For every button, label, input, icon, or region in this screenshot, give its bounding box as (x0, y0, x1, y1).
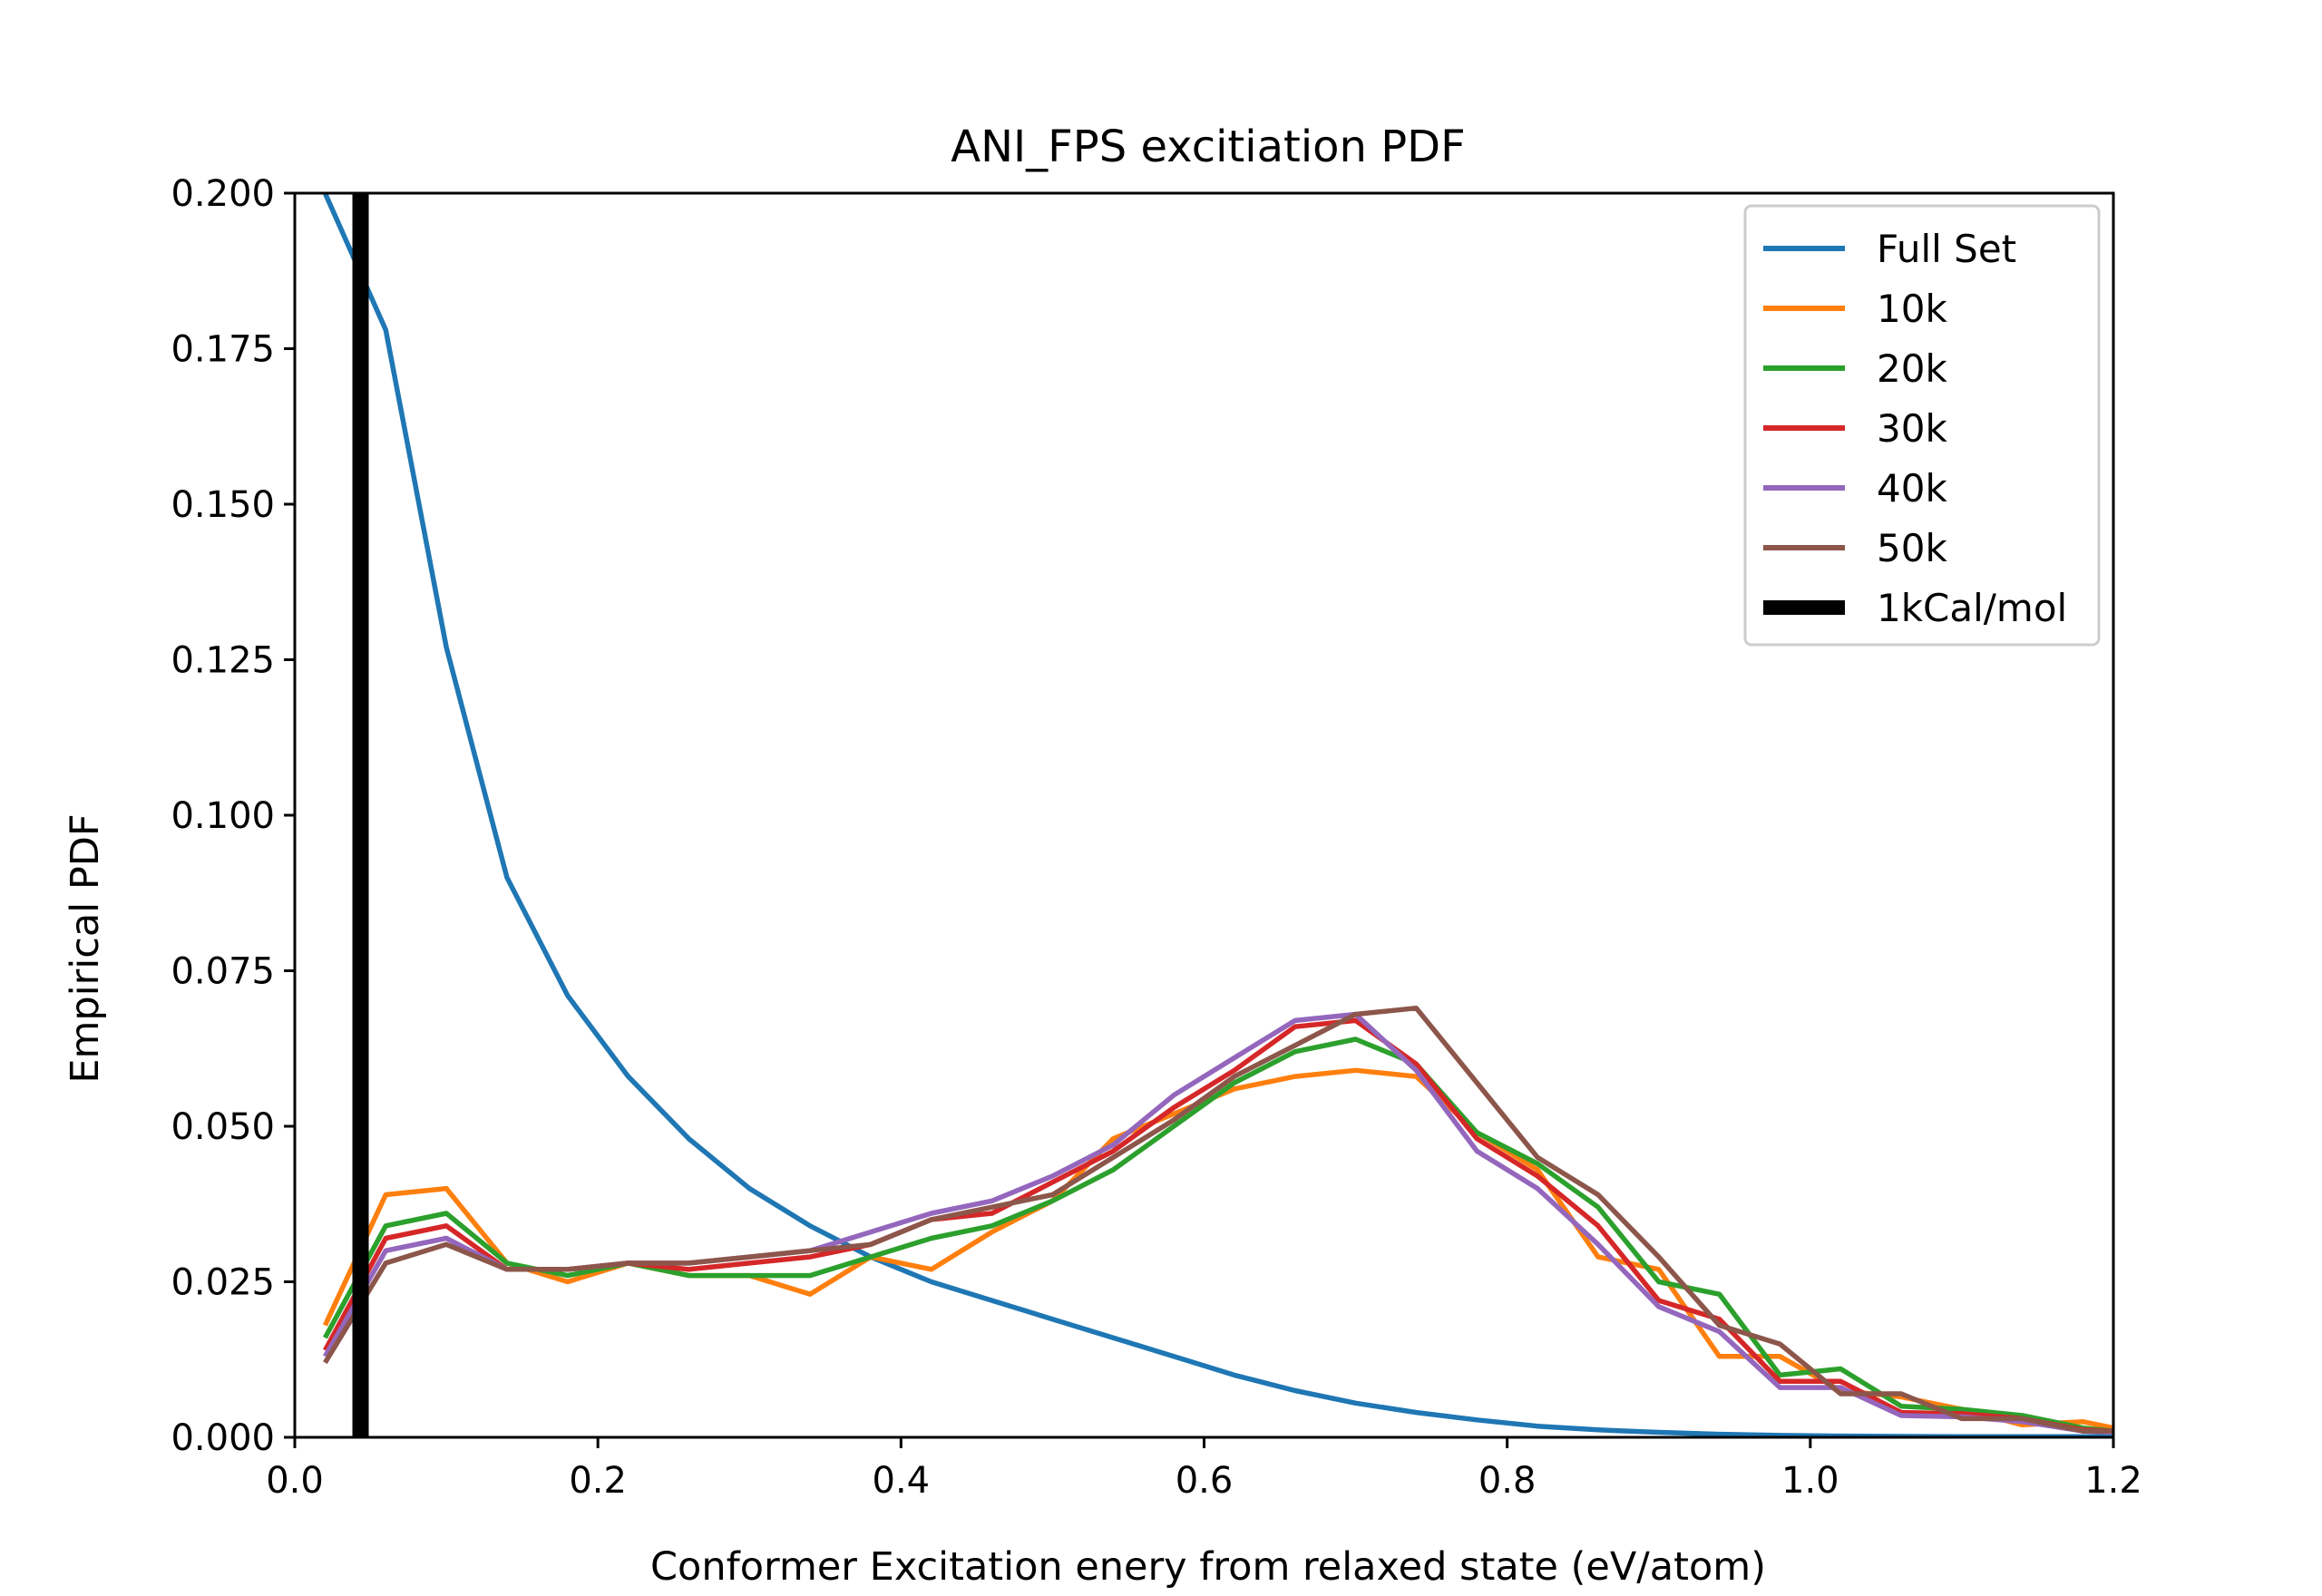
y-tick-label: 0.050 (171, 1106, 275, 1148)
x-tick-label: 1.2 (2084, 1460, 2142, 1502)
x-axis-label: Conformer Excitation enery from relaxed … (650, 1544, 1766, 1590)
chart-title: ANI_FPS excitiation PDF (951, 122, 1465, 172)
legend-label: 20k (1877, 346, 1947, 391)
plot-area: 0.0 0.2 0.4 0.6 0.8 1.0 1.2 0.000 0.025 0.050 0.07… (171, 173, 2142, 1502)
x-tick-label: 0.0 (266, 1460, 324, 1502)
legend: Full Set 10k 20k 30k 40k 50k 1kCal/mol (1743, 204, 2101, 647)
x-tick-label: 1.0 (1781, 1460, 1839, 1502)
y-tick-label: 0.100 (171, 795, 275, 837)
x-tick-label: 0.4 (873, 1460, 931, 1502)
y-tick-label: 0.125 (171, 640, 275, 682)
y-tick-label: 0.175 (171, 329, 275, 371)
legend-label: 30k (1877, 406, 1947, 451)
series-line-50k (323, 1005, 2113, 1434)
legend-box (1743, 204, 2101, 647)
x-tick-label: 0.2 (569, 1460, 627, 1502)
x-tick-label: 0.6 (1176, 1460, 1234, 1502)
legend-label: 40k (1877, 466, 1947, 511)
y-tick-label: 0.025 (171, 1262, 275, 1304)
x-tick-label: 0.8 (1478, 1460, 1537, 1502)
legend-label: 1kCal/mol (1877, 586, 2067, 630)
y-tick-label: 0.075 (171, 951, 275, 993)
y-tick-label: 0.200 (171, 173, 275, 215)
y-tick-label: 0.150 (171, 484, 275, 526)
legend-label: 10k (1877, 287, 1947, 331)
legend-label: Full Set (1877, 227, 2016, 271)
y-axis-label: Empirical PDF (63, 813, 108, 1083)
legend-label: 50k (1877, 526, 1947, 570)
series-group (322, 193, 2113, 1437)
y-tick-label: 0.000 (171, 1417, 275, 1459)
